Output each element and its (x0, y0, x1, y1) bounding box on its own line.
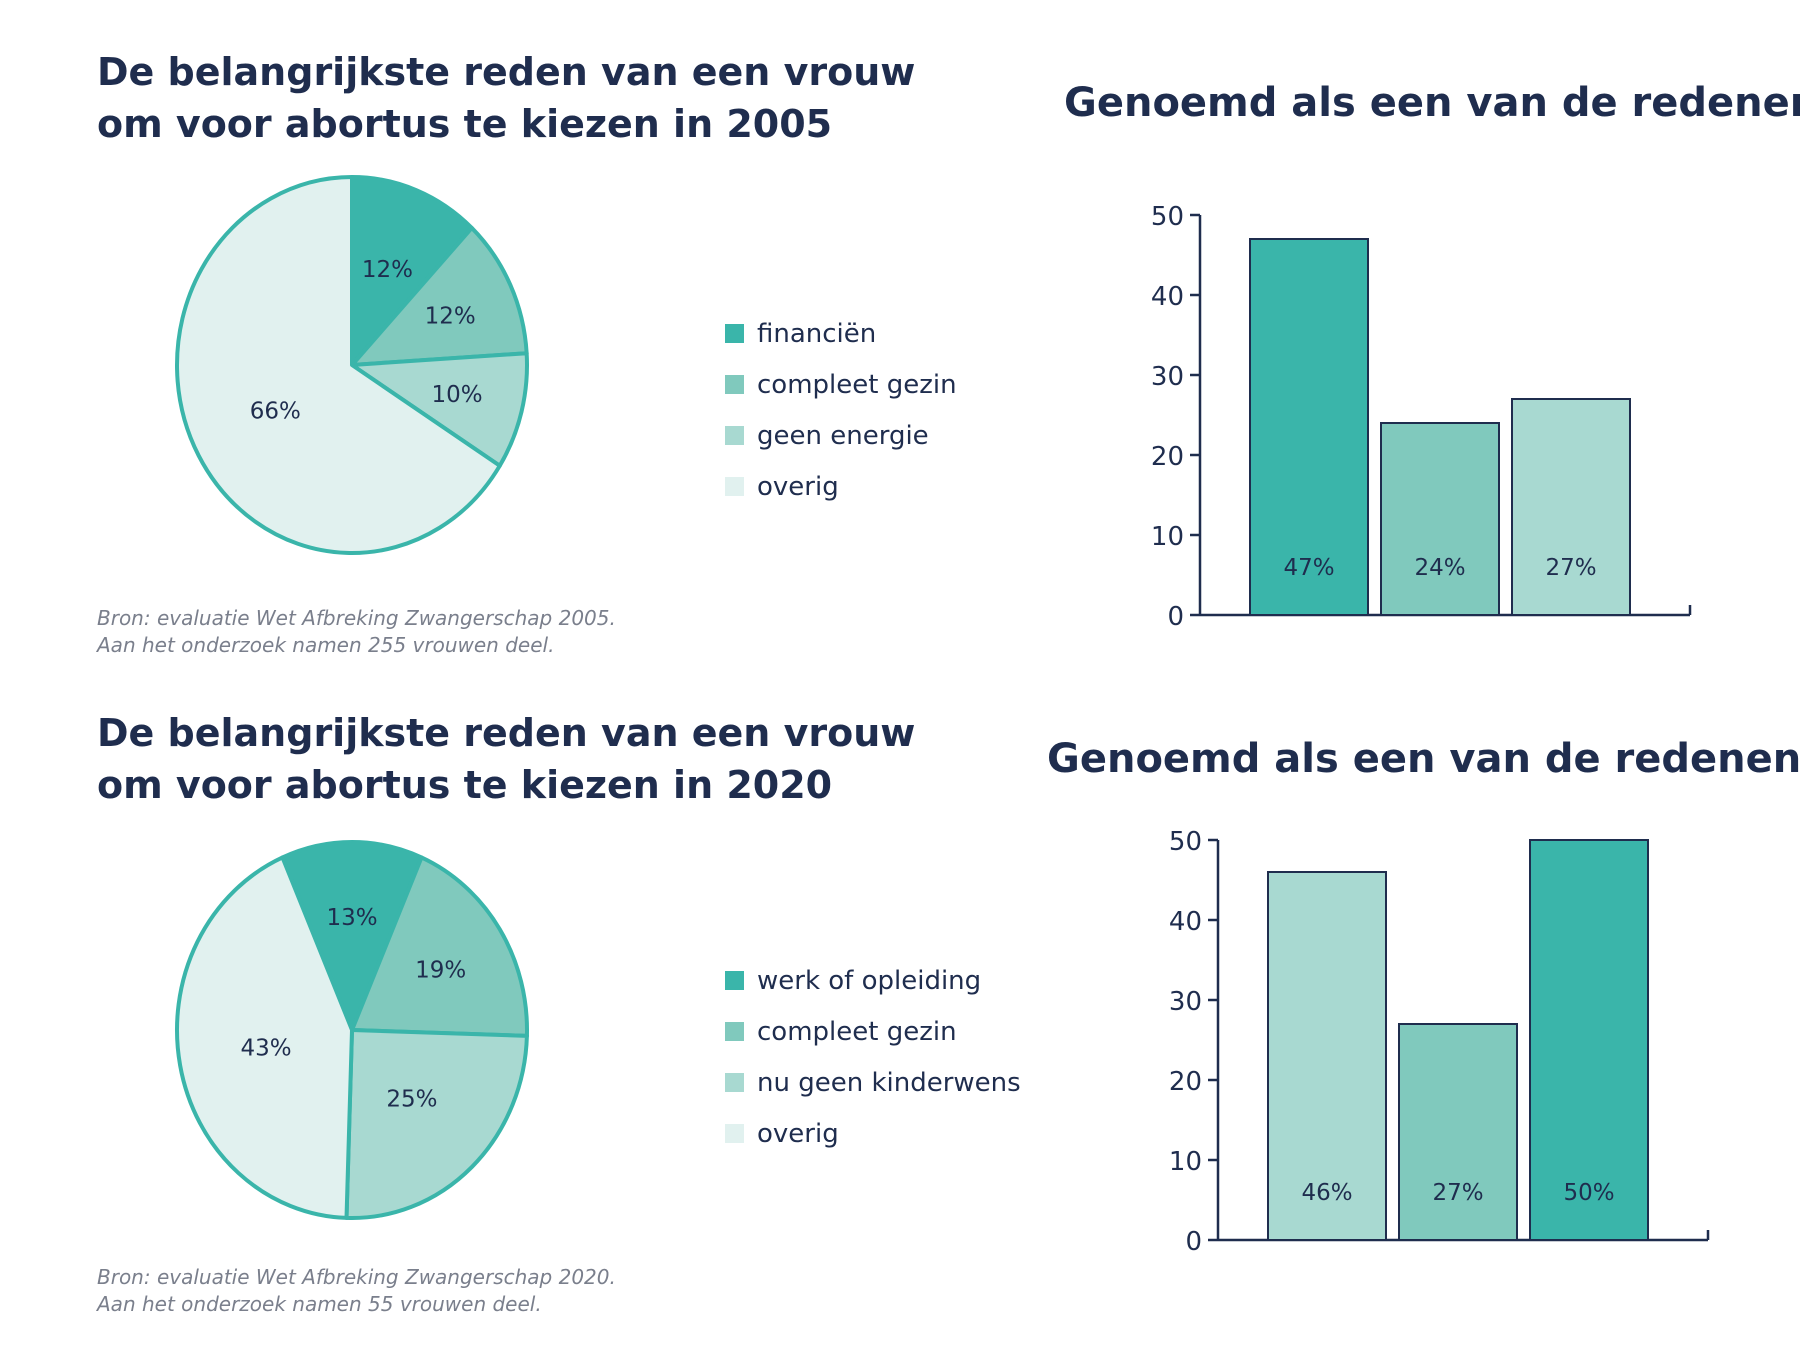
bar-chart-2020: 0 10 20 30 40 50 46% 27% 50% (1169, 827, 1710, 1257)
bar (1267, 871, 1387, 1241)
bar (1511, 398, 1631, 616)
pie-slice-label: 25% (386, 1087, 437, 1113)
legend-swatch (725, 1022, 744, 1041)
legend-item: compleet gezin (725, 1006, 1021, 1057)
legend-item: nu geen kinderwens (725, 1057, 1021, 1108)
pie-2005-title: De belangrijkste reden van een vrouw om … (97, 46, 915, 150)
y-tick-label: 10 (1169, 1147, 1202, 1177)
bar (1398, 1023, 1518, 1241)
y-tick-label: 40 (1151, 282, 1184, 312)
legend-item: geen energie (725, 410, 957, 461)
legend-label: overig (757, 471, 839, 502)
bar-value-label: 50% (1563, 1180, 1614, 1206)
source-note-2020: Bron: evaluatie Wet Afbreking Zwangersch… (97, 1264, 616, 1318)
pie-slice-label: 12% (425, 303, 476, 329)
y-tick-label: 50 (1151, 202, 1184, 232)
y-tick-label: 20 (1151, 442, 1184, 472)
legend-label: nu geen kinderwens (757, 1067, 1021, 1098)
source-2005-line1: Bron: evaluatie Wet Afbreking Zwangersch… (97, 606, 616, 630)
pie-2020-legend: werk of opleiding compleet gezin nu geen… (725, 955, 1021, 1159)
pie-2005-title-line2: om voor abortus te kiezen in 2005 (97, 102, 833, 146)
y-tick-label: 0 (1167, 602, 1184, 632)
legend-swatch (725, 971, 744, 990)
y-tick-label: 10 (1151, 522, 1184, 552)
legend-swatch (725, 426, 744, 445)
legend-swatch (725, 1124, 744, 1143)
pie-slice-3 (344, 1028, 529, 1220)
legend-item: financiën (725, 308, 957, 359)
legend-swatch (725, 477, 744, 496)
pie-slice-label: 12% (362, 257, 413, 283)
legend-swatch (725, 1073, 744, 1092)
pie-slice-2 (350, 225, 529, 367)
bar-2020-title: Genoemd als een van de redenen (1047, 736, 1800, 782)
y-tick-label: 20 (1169, 1067, 1202, 1097)
pie-slice-1 (280, 840, 424, 1032)
legend-label: overig (757, 1118, 839, 1149)
pie-slice-4 (175, 855, 354, 1220)
legend-label: compleet gezin (757, 369, 957, 400)
bar (1380, 422, 1500, 616)
pie-2005-legend: financiën compleet gezin geen energie ov… (725, 308, 957, 512)
y-tick-label: 30 (1169, 987, 1202, 1017)
y-tick-label: 50 (1169, 827, 1202, 857)
bar-2005-title: Genoemd als een van de redenen (1064, 80, 1800, 126)
bar (1249, 238, 1369, 616)
pie-slice-label: 43% (240, 1036, 291, 1062)
bar-value-label: 47% (1283, 555, 1334, 581)
bar-value-label: 27% (1545, 555, 1596, 581)
legend-label: geen energie (757, 420, 929, 451)
legend-label: compleet gezin (757, 1016, 957, 1047)
legend-item: werk of opleiding (725, 955, 1021, 1006)
y-tick-label: 0 (1185, 1227, 1202, 1257)
pie-slice-label: 19% (415, 958, 466, 984)
pie-slice-3 (350, 351, 529, 468)
pie-slice-4 (175, 175, 502, 555)
pie-slice-label: 10% (432, 382, 483, 408)
pie-2005-title-line1: De belangrijkste reden van een vrouw (97, 50, 916, 94)
pie-slice-label: 66% (250, 398, 301, 424)
legend-label: financiën (757, 318, 877, 349)
source-2020-line2: Aan het onderzoek namen 55 vrouwen deel. (97, 1292, 542, 1316)
pie-slice-label: 13% (326, 905, 377, 931)
pie-slice-1 (350, 175, 474, 367)
legend-swatch (725, 324, 744, 343)
legend-item: overig (725, 1108, 1021, 1159)
legend-item: overig (725, 461, 957, 512)
legend-item: compleet gezin (725, 359, 957, 410)
y-tick-label: 40 (1169, 907, 1202, 937)
bar-value-label: 46% (1301, 1180, 1352, 1206)
pie-2020-title-line2: om voor abortus te kiezen in 2020 (97, 763, 833, 807)
legend-label: werk of opleiding (757, 965, 982, 996)
source-2005-line2: Aan het onderzoek namen 255 vrouwen deel… (97, 633, 555, 657)
pie-2020-title: De belangrijkste reden van een vrouw om … (97, 707, 915, 811)
bar-value-label: 27% (1432, 1180, 1483, 1206)
pie-2020-title-line1: De belangrijkste reden van een vrouw (97, 711, 916, 755)
y-tick-label: 30 (1151, 362, 1184, 392)
source-note-2005: Bron: evaluatie Wet Afbreking Zwangersch… (97, 605, 616, 659)
pie-chart-2005: 12% 12% 10% 66% (175, 175, 529, 555)
bar-chart-2005: 0 10 20 30 40 50 47% 24% 27% (1151, 202, 1692, 632)
source-2020-line1: Bron: evaluatie Wet Afbreking Zwangersch… (97, 1265, 616, 1289)
bar (1529, 839, 1649, 1241)
legend-swatch (725, 375, 744, 394)
pie-chart-2020: 13% 19% 25% 43% (175, 840, 529, 1220)
bar-value-label: 24% (1414, 555, 1465, 581)
pie-slice-2 (350, 855, 529, 1038)
